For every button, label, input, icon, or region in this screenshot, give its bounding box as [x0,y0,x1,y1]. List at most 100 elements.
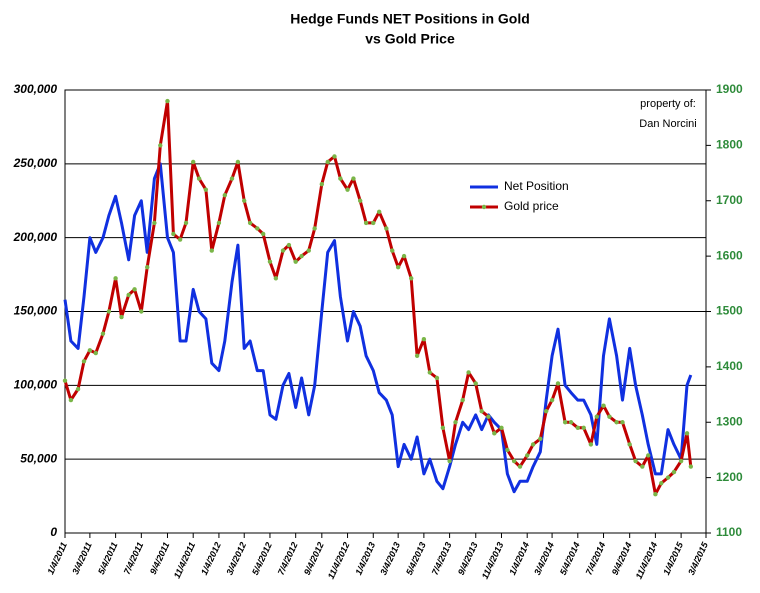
x-tick-label: 1/4/2015 [661,540,685,577]
x-tick-label: 3/4/2013 [378,541,402,577]
point-marker [242,198,247,203]
point-marker [299,253,304,259]
point-marker [351,176,356,181]
point-marker [139,309,144,314]
point-marker [671,469,677,475]
point-marker [216,220,222,226]
x-tick-label: 1/4/2011 [45,541,69,576]
legend-marker [481,204,487,210]
x-tick-label: 3/4/2015 [686,540,710,577]
point-marker [409,276,414,281]
x-tick-label: 9/4/2014 [610,541,634,577]
point-marker [421,336,427,342]
x-tick-label: 5/4/2014 [558,541,582,577]
x-tick-label: 11/4/2014 [634,541,660,581]
point-marker [543,408,549,414]
point-marker [371,220,376,226]
point-marker [434,375,440,381]
point-marker [633,458,638,464]
y-tick-label: 50,000 [20,451,57,465]
point-marker [601,403,606,408]
point-marker [678,458,684,464]
point-marker [332,154,337,159]
point-marker [293,259,298,264]
x-tick-label: 9/4/2011 [148,541,172,576]
point-marker [492,431,497,436]
annotation: property of: [640,98,696,110]
point-marker [247,220,253,226]
point-marker [684,431,690,436]
y2-tick-label: 1600 [716,248,743,262]
point-marker [581,425,586,430]
point-marker [486,414,491,419]
point-marker [538,436,543,442]
point-marker [524,453,530,458]
point-marker [614,420,619,425]
x-tick-label: 3/4/2011 [70,541,94,576]
x-tick-label: 11/4/2011 [172,541,197,580]
y-tick-label: 300,000 [14,82,58,96]
point-marker [390,248,395,253]
point-marker [659,480,664,486]
x-tick-label: 7/4/2011 [122,541,146,576]
x-tick-label: 7/4/2013 [430,541,454,577]
y-tick-label: 200,000 [13,230,58,244]
point-marker [530,442,536,447]
y-tick-label: 150,000 [14,304,58,318]
point-marker [106,309,112,314]
point-marker [75,386,81,392]
point-marker [653,492,658,497]
x-tick-label: 5/4/2012 [250,541,274,577]
point-marker [384,226,389,231]
point-marker [607,414,612,419]
point-marker [427,370,432,375]
point-marker [575,425,580,430]
point-marker [688,464,694,469]
point-marker [196,176,202,181]
point-marker [620,420,625,425]
point-marker [665,475,671,480]
point-marker [306,248,311,253]
point-marker [517,464,523,469]
point-marker [568,420,574,425]
point-marker [87,348,93,353]
point-marker [627,442,632,447]
x-tick-label: 11/4/2013 [480,541,506,581]
legend-label: Net Position [504,179,569,193]
point-marker [93,350,98,356]
y2-tick-label: 1400 [716,359,743,373]
y2-tick-label: 1900 [716,82,743,96]
point-marker [229,176,235,181]
point-marker [466,370,471,375]
point-marker [555,381,561,386]
x-tick-label: 5/4/2011 [96,541,120,576]
x-tick-label: 11/4/2012 [326,541,352,581]
point-marker [338,176,343,181]
y2-tick-label: 1800 [716,138,743,152]
x-tick-label: 5/4/2013 [404,541,428,577]
point-marker [549,397,555,403]
point-marker [273,276,279,281]
point-marker [505,447,510,453]
point-marker [81,359,87,364]
chart-subtitle: vs Gold Price [365,31,455,47]
x-tick-label: 1/4/2013 [353,541,377,577]
y2-tick-label: 1100 [716,525,742,539]
point-marker [345,187,350,192]
point-marker [325,159,330,165]
point-marker [479,408,484,414]
legend-label: Gold price [504,199,559,213]
x-tick-label: 9/4/2013 [456,541,480,577]
point-marker [414,353,420,358]
point-marker [261,231,266,237]
y-tick-label: 0 [50,525,57,539]
plot-frame [64,89,707,534]
y2-tick-label: 1300 [716,414,743,428]
x-tick-label: 3/4/2014 [532,541,556,577]
x-tick-label: 7/4/2012 [276,541,300,577]
x-tick-label: 1/4/2014 [507,541,531,577]
point-marker [363,220,369,226]
point-marker [640,464,645,469]
point-marker [447,458,452,464]
